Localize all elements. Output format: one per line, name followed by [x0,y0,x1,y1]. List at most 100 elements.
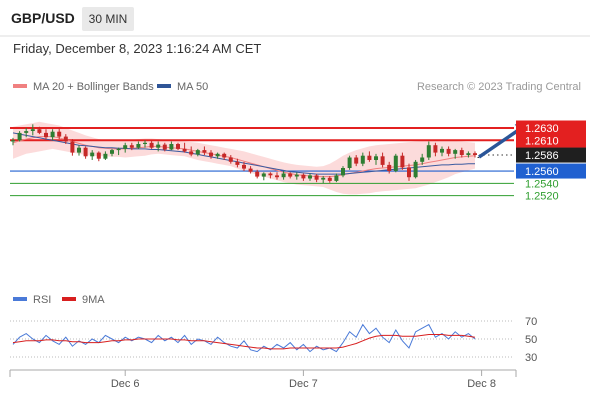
candle-body [162,144,167,150]
candle [308,173,312,181]
candle [123,142,128,153]
candle-body [347,157,352,168]
candle [314,174,319,183]
candle [440,146,444,157]
candle [327,175,332,183]
candle [11,137,15,146]
candle-body [222,153,227,158]
candle [354,155,359,167]
candle-body [129,145,134,148]
candle [248,166,253,174]
candle [222,152,227,160]
candle-body [123,145,128,149]
candle-body [182,148,187,152]
candle-body [407,167,411,178]
candle [261,172,266,181]
rsi-legend-swatch-1 [62,297,76,301]
candle-body [354,157,359,164]
candle [195,148,200,157]
level-label-3: 1.2560 [525,166,559,178]
candle [426,141,431,160]
candle [446,146,451,157]
candle [149,140,154,149]
bollinger-band-area [13,121,475,195]
candle-body [195,150,200,155]
candle [275,172,279,180]
candle [57,128,62,140]
candle-body [433,145,438,153]
candle [301,173,306,181]
candle [321,175,326,184]
candle [116,147,121,156]
x-tick-label-2: Dec 8 [467,378,496,390]
candle-body [110,150,114,154]
pair-title: GBP/USD [11,10,75,26]
candle-body [83,147,88,157]
candle [400,152,405,170]
candle [294,172,299,180]
candle [189,146,194,157]
candle-body [44,132,48,138]
candle-body [24,131,29,133]
timeframe-button[interactable]: 30 MIN [82,7,134,31]
candle [202,146,207,156]
candle [83,146,88,159]
candle-body [103,153,108,159]
candle-body [30,129,35,131]
candle-body [169,144,174,150]
candle-body [261,173,266,177]
candle-body [189,151,194,155]
candle-body [459,150,464,155]
candle-body [413,161,418,178]
candle [334,173,339,183]
candle-body [209,152,213,157]
candle-body [367,155,372,160]
candle-body [393,155,398,172]
candle [70,139,75,156]
candle-body [228,157,233,162]
candle [459,147,464,158]
candle [169,141,174,151]
candle [380,152,385,168]
candle [433,142,438,157]
candle [341,166,345,178]
candle [96,151,101,162]
rsi-panel: 70 50 30 [10,316,537,364]
candle-body [57,131,62,137]
candle-body [446,148,451,154]
candle-body [275,175,279,178]
candle [235,158,240,168]
candle-body [387,164,392,171]
candle [255,169,260,179]
candle [136,141,141,149]
candle [162,142,167,152]
candle-body [453,150,458,154]
candle [209,150,213,159]
candle-body [149,142,154,148]
candle-body [440,148,444,153]
candle-body [242,164,246,169]
level-label-1: 1.2610 [525,135,559,147]
rsi-legend: RSI 9MA [13,294,105,306]
candle [407,163,411,181]
candle [473,151,477,158]
candle [393,153,398,173]
candle [37,126,42,135]
candle [387,161,392,174]
candle-body [11,140,15,142]
candle [110,148,114,157]
candle [228,155,233,164]
candle [453,148,458,159]
rsi-tick-label-30: 30 [525,352,537,364]
candle-body [63,136,68,142]
candles-layer [11,124,477,184]
candle [17,131,22,142]
candle-body [156,144,161,148]
candle [63,134,68,144]
rsi-tick-label-70: 70 [525,316,537,328]
candle [24,128,29,138]
candle-body [327,177,332,181]
candle [30,124,35,136]
legend-swatch-ma20 [13,84,27,88]
